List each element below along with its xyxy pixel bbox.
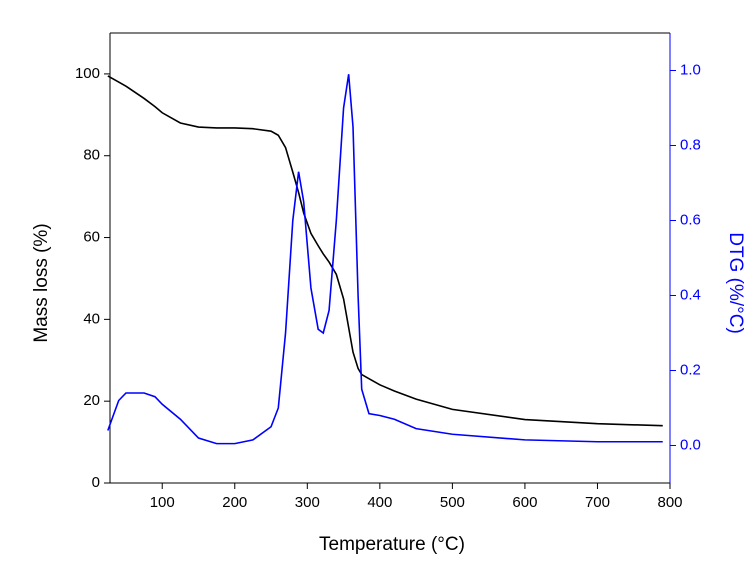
y-axis-title: Mass loss (%) <box>31 223 52 342</box>
y-tick-label: 0 <box>92 474 100 491</box>
x-axis-title: Temperature (°C) <box>319 534 465 555</box>
y-tick-label: 20 <box>83 392 100 409</box>
y2-tick-label: 0.4 <box>680 286 701 303</box>
x-tick-label: 500 <box>440 494 465 511</box>
x-tick-label: 600 <box>512 494 537 511</box>
y2-tick-label: 1.0 <box>680 61 701 78</box>
x-tick-label: 400 <box>367 494 392 511</box>
y-tick-label: 40 <box>83 310 100 327</box>
y2-tick-label: 0.8 <box>680 136 701 153</box>
x-tick-label: 300 <box>295 494 320 511</box>
y-tick-label: 100 <box>75 65 100 82</box>
y-tick-label: 60 <box>83 229 100 246</box>
y-tick-label: 80 <box>83 147 100 164</box>
series-line <box>107 75 663 427</box>
x-tick-label: 200 <box>222 494 247 511</box>
series-line <box>107 74 663 445</box>
y2-axis-title: DTG (%/°C) <box>725 232 746 334</box>
x-tick-label: 800 <box>657 494 682 511</box>
x-tick-label: 100 <box>150 494 175 511</box>
y2-tick-label: 0.2 <box>680 361 701 378</box>
y2-tick-label: 0.0 <box>680 436 701 453</box>
x-tick-label: 700 <box>585 494 610 511</box>
y2-tick-label: 0.6 <box>680 211 701 228</box>
